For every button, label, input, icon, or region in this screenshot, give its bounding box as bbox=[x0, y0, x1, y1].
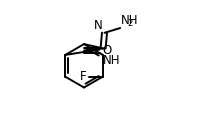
Text: NH: NH bbox=[103, 54, 120, 67]
Text: O: O bbox=[102, 44, 111, 57]
Text: NH: NH bbox=[121, 14, 138, 27]
Text: N: N bbox=[94, 19, 103, 32]
Text: 2: 2 bbox=[127, 19, 133, 28]
Text: F: F bbox=[80, 70, 87, 83]
